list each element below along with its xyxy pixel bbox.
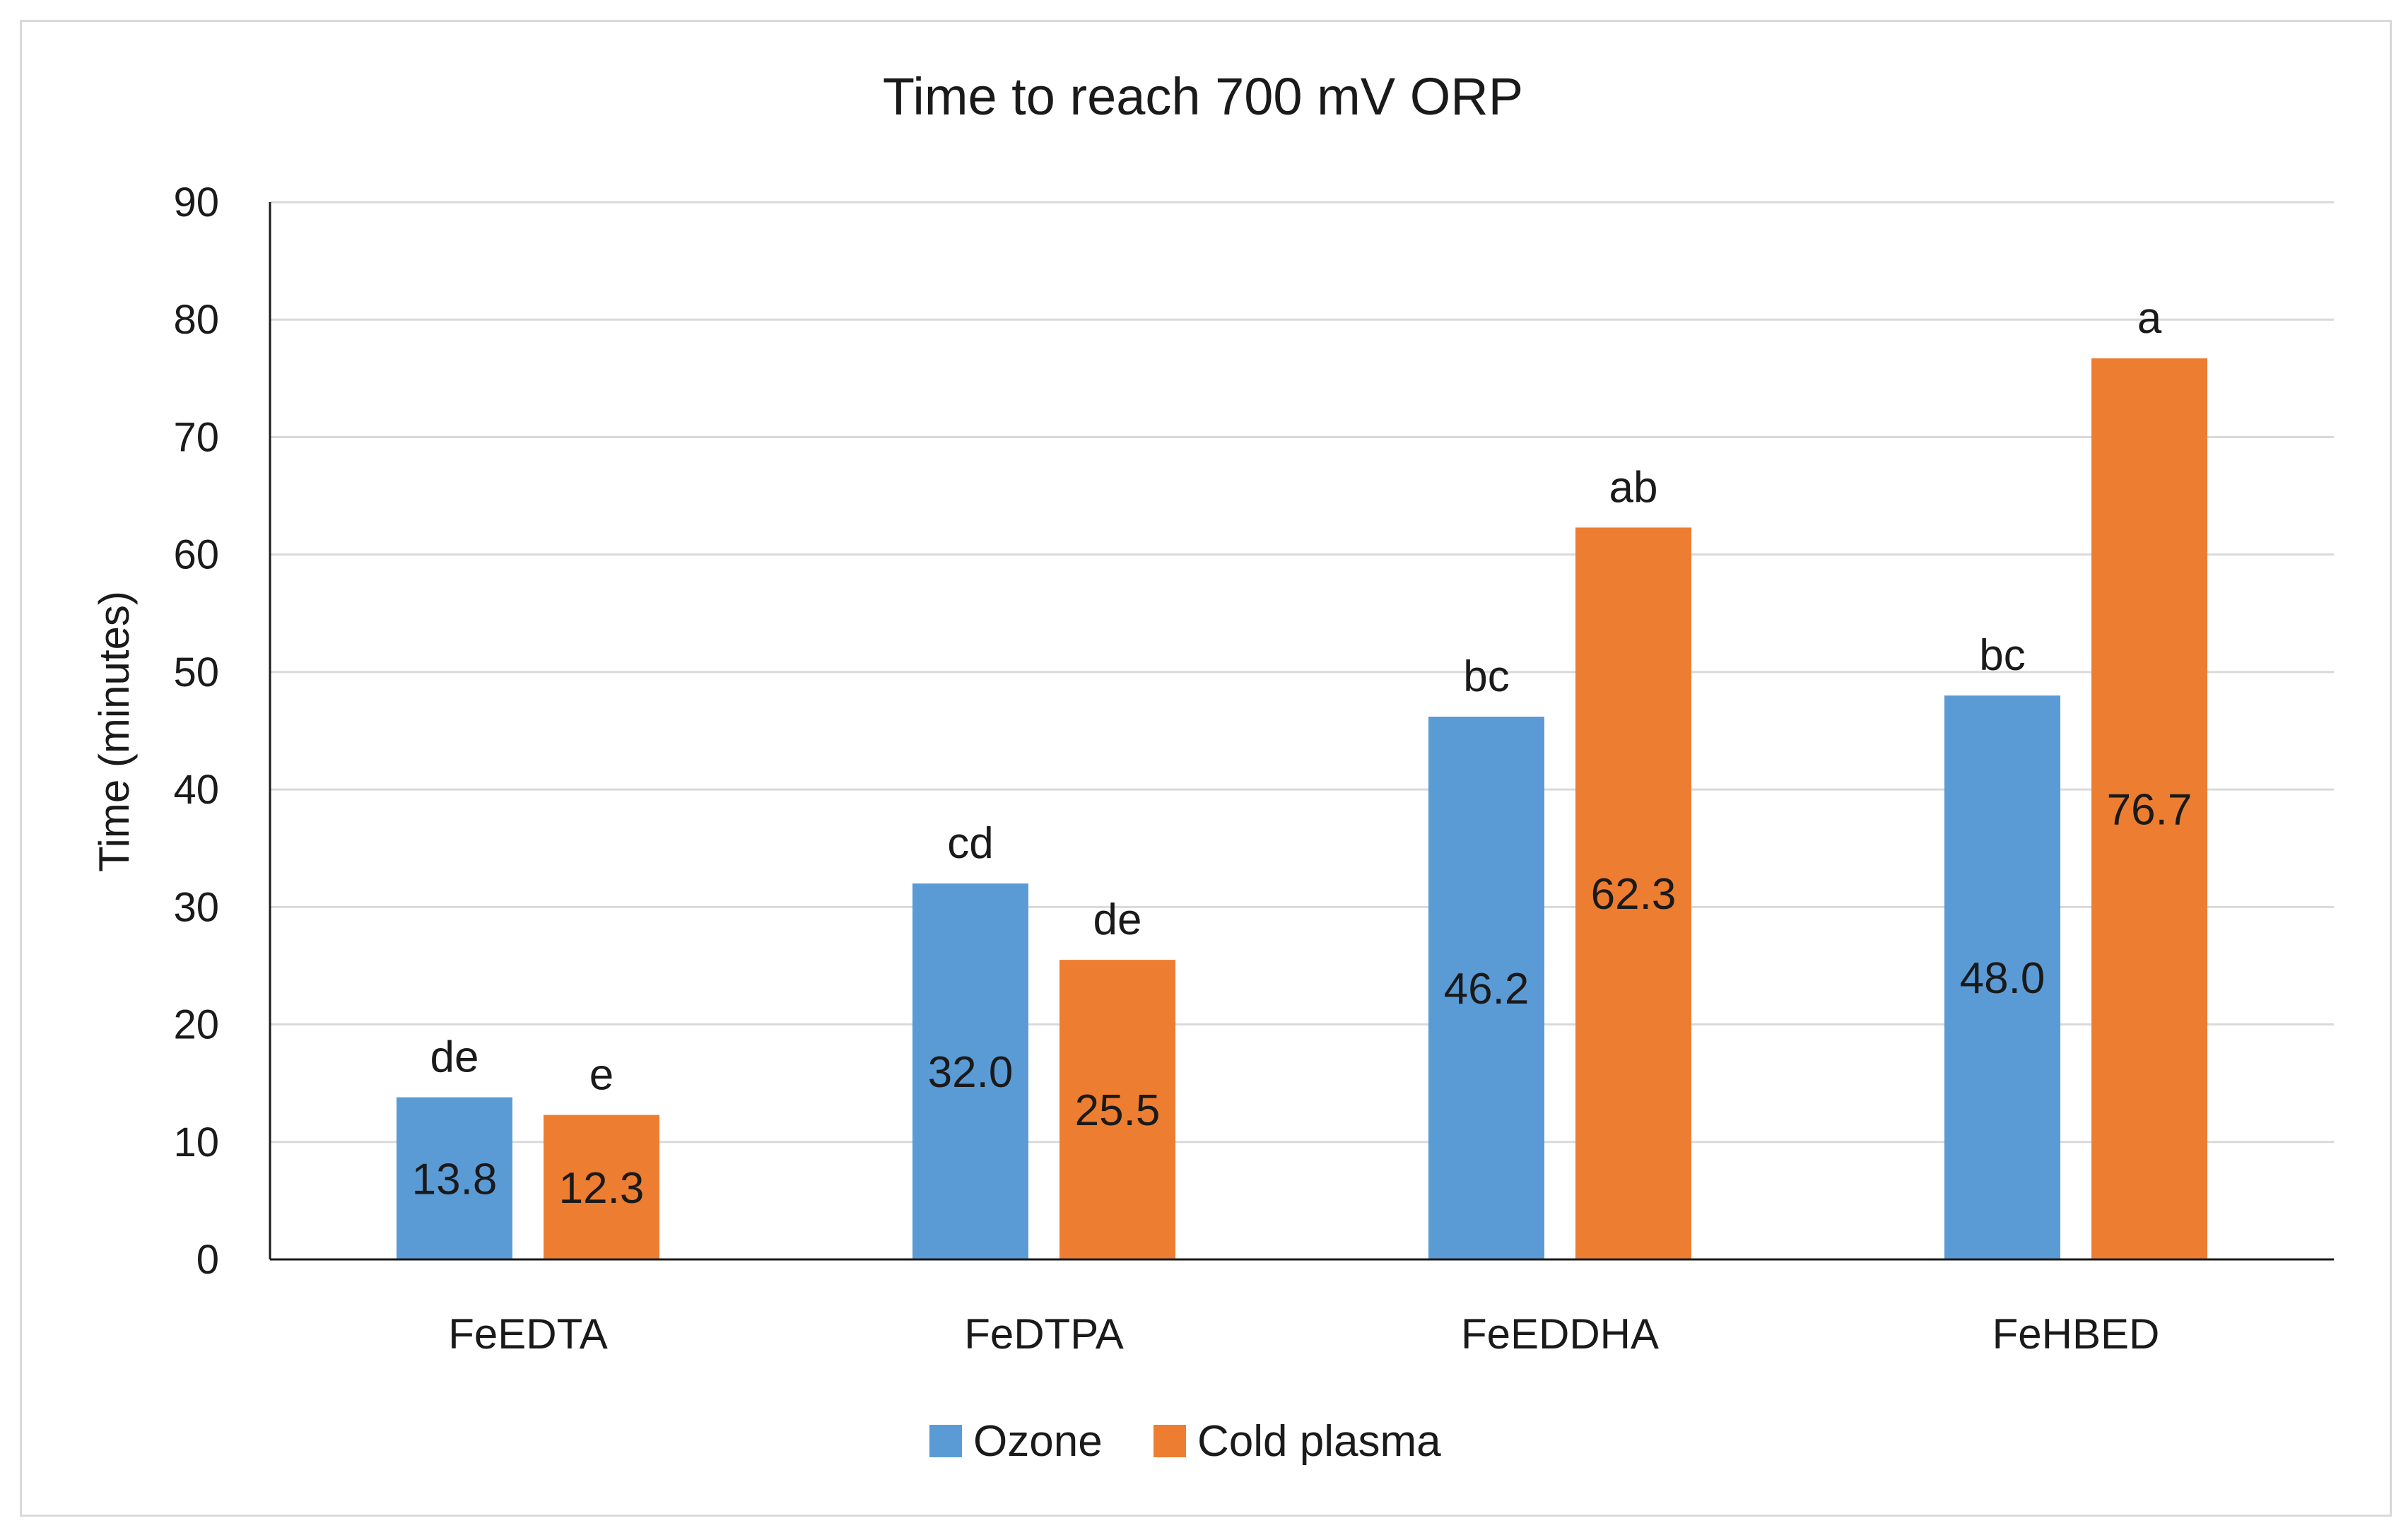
significance-letter: ab bbox=[1609, 463, 1658, 512]
data-label: 76.7 bbox=[2107, 786, 2192, 835]
bar-cold-plasma-fehbed bbox=[2091, 358, 2207, 1259]
legend-swatch bbox=[1153, 1425, 1186, 1457]
legend-entry: Ozone bbox=[973, 1417, 1103, 1466]
significance-letter: bc bbox=[1979, 631, 2025, 680]
bars bbox=[397, 358, 2207, 1259]
y-tick-label: 40 bbox=[173, 767, 219, 813]
bar-ozone-feeddha bbox=[1428, 717, 1544, 1259]
y-tick-label: 0 bbox=[196, 1237, 219, 1283]
y-tick-label: 20 bbox=[173, 1002, 219, 1048]
x-tick-label: FeEDTA bbox=[448, 1310, 608, 1358]
data-label: 12.3 bbox=[559, 1164, 645, 1213]
significance-letter: bc bbox=[1463, 652, 1509, 701]
y-tick-label: 60 bbox=[173, 532, 219, 578]
data-label: 48.0 bbox=[1960, 954, 2045, 1003]
labels: 0 10 20 30 40 50 60 70 80 90 FeEDTA 13.8 de 12.3 e FeDT… bbox=[173, 180, 2192, 1358]
y-tick-label: 80 bbox=[173, 297, 219, 343]
legend-entry: Cold plasma bbox=[1197, 1417, 1441, 1466]
bar-cold-plasma-fedtpa bbox=[1059, 960, 1175, 1259]
chart-title: Time to reach 700 mV ORP bbox=[883, 67, 1523, 126]
y-tick-label: 50 bbox=[173, 649, 219, 695]
legend-swatch bbox=[929, 1425, 962, 1457]
bar-cold-plasma-feeddha bbox=[1575, 527, 1691, 1259]
bar-ozone-feedta bbox=[397, 1097, 512, 1259]
legend: Ozone Cold plasma bbox=[929, 1417, 1441, 1466]
x-tick-label: FeEDDHA bbox=[1461, 1310, 1659, 1358]
bar-ozone-fedtpa bbox=[912, 883, 1028, 1259]
significance-letter: a bbox=[2137, 294, 2162, 343]
x-tick-label: FeHBED bbox=[1992, 1310, 2160, 1358]
bar-ozone-fehbed bbox=[1944, 695, 2060, 1259]
bar-cold-plasma-feedta bbox=[544, 1115, 659, 1259]
data-label: 13.8 bbox=[412, 1155, 498, 1204]
axes bbox=[269, 202, 2334, 1261]
y-tick-label: 90 bbox=[173, 180, 219, 225]
significance-letter: de bbox=[430, 1033, 479, 1082]
data-label: 46.2 bbox=[1444, 965, 1530, 1013]
significance-letter: cd bbox=[947, 819, 993, 868]
significance-letter: e bbox=[589, 1051, 614, 1100]
x-tick-label: FeDTPA bbox=[964, 1310, 1124, 1358]
y-tick-label: 30 bbox=[173, 884, 219, 930]
data-label: 62.3 bbox=[1591, 870, 1677, 919]
y-tick-label: 70 bbox=[173, 414, 219, 460]
significance-letter: de bbox=[1093, 895, 1142, 944]
y-axis-label: Time (minutes) bbox=[90, 591, 138, 872]
y-tick-label: 10 bbox=[173, 1119, 219, 1165]
data-label: 32.0 bbox=[928, 1048, 1014, 1097]
data-label: 25.5 bbox=[1075, 1086, 1161, 1135]
